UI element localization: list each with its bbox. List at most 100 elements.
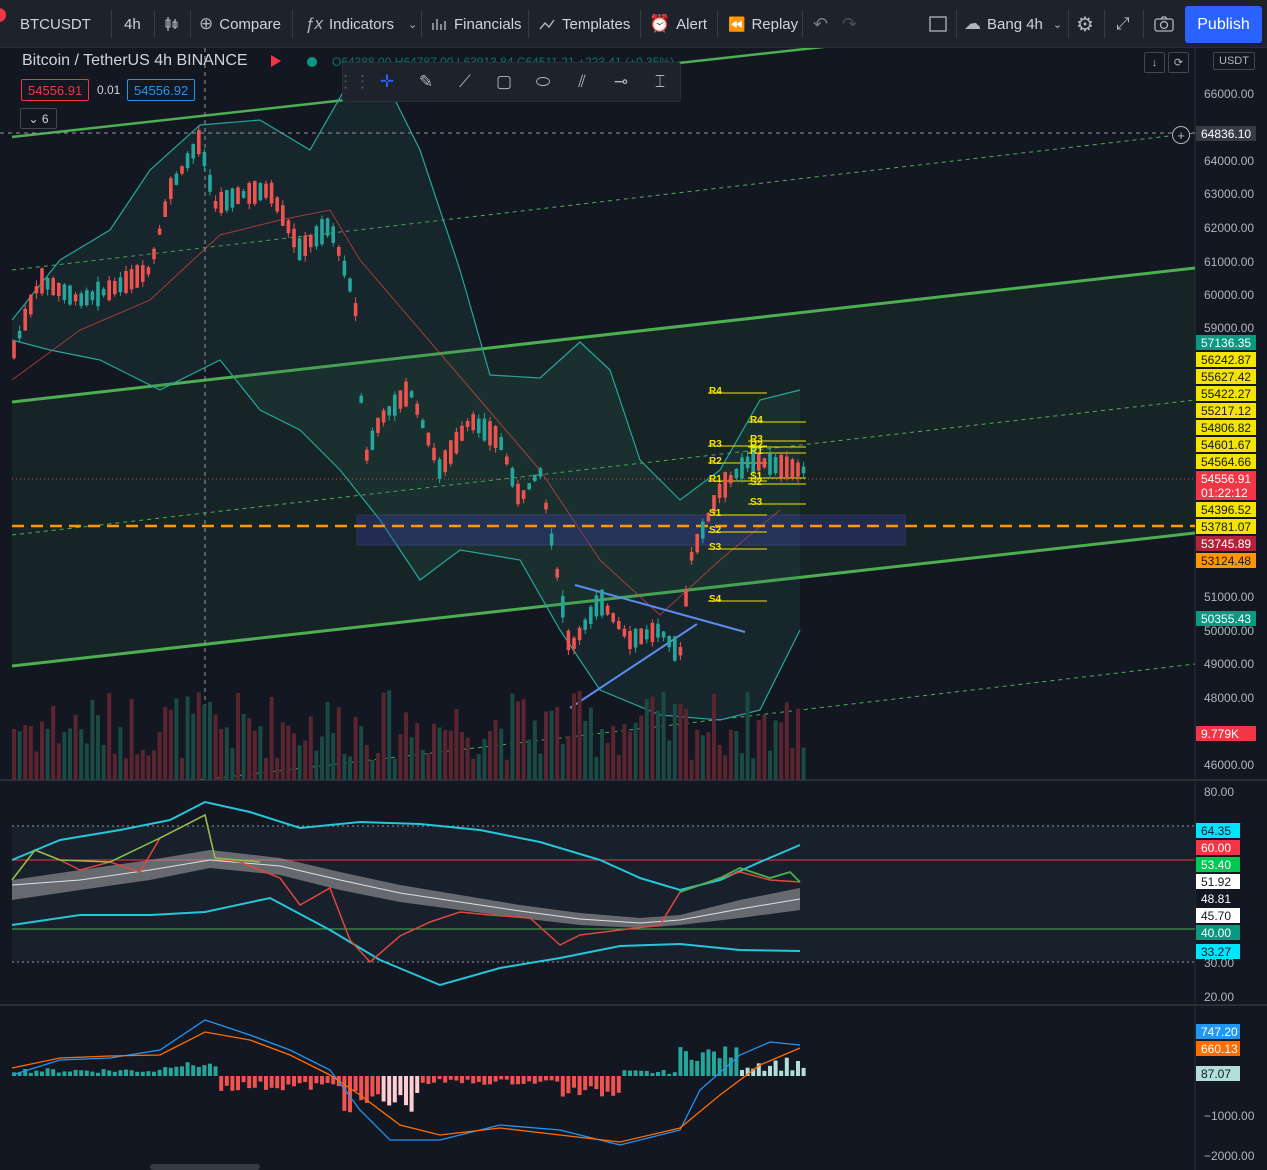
flag-icon[interactable] bbox=[271, 55, 281, 67]
financials-button[interactable]: Financials bbox=[430, 0, 522, 48]
replay-button[interactable]: ⏪ Replay bbox=[728, 0, 798, 48]
alert-button[interactable]: ⏰ Alert bbox=[649, 0, 707, 48]
volume-bar bbox=[208, 701, 212, 780]
layout-selector[interactable]: ☁ Bang 4h ⌄ bbox=[964, 0, 1062, 48]
volume-bar bbox=[28, 725, 33, 780]
volume-bar bbox=[202, 704, 207, 780]
rsi-axis-label: 20.00 bbox=[1204, 990, 1235, 1004]
auto-scale-button[interactable]: ⟳ bbox=[1168, 52, 1189, 73]
macd-histogram-bar bbox=[152, 1071, 156, 1076]
square-icon bbox=[929, 16, 947, 32]
candle-body bbox=[365, 449, 369, 461]
volume-bar bbox=[236, 692, 240, 780]
candle-body bbox=[297, 238, 302, 261]
volume-bar bbox=[359, 726, 364, 780]
horizontal-line-tool-icon[interactable]: ⊸ bbox=[613, 72, 629, 91]
rsi-tag: 53.40 bbox=[1196, 857, 1240, 872]
chart-type-button[interactable] bbox=[163, 0, 181, 48]
price-axis-label: 66000.00 bbox=[1204, 87, 1255, 101]
volume-bar bbox=[723, 755, 728, 780]
macd-histogram-bar bbox=[28, 1072, 33, 1076]
drag-handle-icon[interactable]: ⋮⋮ bbox=[337, 72, 371, 91]
volume-bar bbox=[510, 693, 515, 780]
volume-bar bbox=[762, 715, 767, 780]
volume-bar bbox=[583, 720, 588, 780]
macd-histogram-bar bbox=[689, 1059, 694, 1076]
volume-bar bbox=[168, 709, 173, 780]
macd-histogram-bar bbox=[448, 1076, 453, 1080]
horizontal-scrollbar[interactable] bbox=[150, 1164, 260, 1170]
volume-bar bbox=[112, 753, 117, 780]
volume-bar bbox=[443, 729, 448, 780]
volume-bar bbox=[180, 757, 184, 780]
measure-tool-icon[interactable]: ⌶ bbox=[654, 72, 666, 91]
trend-line-tool-icon[interactable]: ⟋ bbox=[459, 72, 471, 91]
publish-button[interactable]: Publish bbox=[1185, 6, 1262, 43]
indicators-button[interactable]: ƒx Indicators ⌄ bbox=[305, 0, 417, 48]
indicators-collapse-button[interactable]: ⌄ 6 bbox=[20, 108, 57, 129]
macd-histogram-bar bbox=[594, 1076, 599, 1090]
macd-histogram-bar bbox=[499, 1076, 504, 1080]
pivot-label: R1 bbox=[750, 446, 763, 457]
volume-bar bbox=[695, 729, 700, 780]
brush-tool-icon[interactable]: ✎ bbox=[418, 72, 434, 91]
settings-button[interactable]: ⚙ bbox=[1076, 0, 1094, 48]
crosshair-tool-icon[interactable]: ✛ bbox=[379, 72, 395, 91]
fullscreen-layout-button[interactable] bbox=[928, 0, 948, 48]
volume-bar bbox=[45, 728, 50, 780]
candle-body bbox=[521, 490, 526, 499]
macd-histogram-bar bbox=[756, 1063, 761, 1076]
parallel-channel-tool-icon[interactable]: ⫽ bbox=[578, 72, 586, 91]
redo-button[interactable]: ↷ bbox=[842, 0, 857, 48]
symbol-search[interactable]: BTCUSDT bbox=[20, 15, 91, 33]
financials-label: Financials bbox=[454, 15, 522, 33]
snapshot-button[interactable] bbox=[1153, 0, 1175, 48]
candle-body bbox=[113, 281, 117, 295]
candle-body bbox=[757, 452, 761, 471]
candle-body bbox=[96, 281, 100, 307]
chart-canvas[interactable] bbox=[0, 48, 1267, 1170]
volume-bar bbox=[73, 714, 78, 780]
candle-body bbox=[745, 456, 750, 469]
candle-body bbox=[538, 468, 543, 477]
sell-price-box[interactable]: 54556.91 bbox=[21, 79, 90, 101]
interval-button[interactable]: 4h bbox=[124, 15, 141, 33]
buy-price-box[interactable]: 54556.92 bbox=[127, 79, 196, 101]
candle-body bbox=[790, 459, 795, 478]
macd-histogram-bar bbox=[633, 1070, 638, 1076]
volume-bar bbox=[392, 758, 397, 780]
candle-body bbox=[751, 448, 755, 473]
macd-histogram-bar bbox=[224, 1076, 229, 1086]
price-tag: 56242.87 bbox=[1196, 352, 1256, 367]
price-candles bbox=[12, 125, 806, 662]
macd-histogram-bar bbox=[801, 1067, 806, 1076]
macd-histogram-bar bbox=[392, 1076, 397, 1103]
rectangle-tool-icon[interactable]: ▢ bbox=[495, 72, 513, 91]
macd-histogram-bar bbox=[364, 1076, 369, 1103]
price-tag: 01:22:12 bbox=[1196, 485, 1256, 500]
pivot-label: S3 bbox=[709, 542, 722, 553]
macd-histogram-bar bbox=[521, 1076, 526, 1084]
currency-label[interactable]: USDT bbox=[1213, 52, 1255, 70]
scroll-to-latest-button[interactable]: ↓ bbox=[1144, 52, 1165, 73]
volume-bar bbox=[84, 743, 89, 780]
fullscreen-button[interactable]: ⤢ bbox=[1116, 0, 1130, 48]
pivot-label: S2 bbox=[709, 525, 722, 536]
compare-button[interactable]: ⊕ Compare bbox=[199, 0, 281, 48]
candle-body bbox=[169, 178, 173, 200]
undo-button[interactable]: ↶ bbox=[813, 0, 828, 48]
volume-bar bbox=[566, 736, 571, 780]
symbol-legend-title[interactable]: Bitcoin / TetherUS 4h BINANCE bbox=[22, 52, 248, 69]
templates-button[interactable]: Templates bbox=[538, 0, 630, 48]
candle-body bbox=[381, 410, 386, 423]
add-alert-icon[interactable]: + bbox=[1172, 126, 1190, 144]
candle-body bbox=[135, 265, 139, 288]
indicator-count: 6 bbox=[41, 111, 49, 126]
ellipse-tool-icon[interactable]: ⬭ bbox=[535, 72, 551, 91]
macd-histogram-bar bbox=[146, 1071, 151, 1076]
price-tag: 53745.89 bbox=[1196, 536, 1256, 551]
macd-histogram-bar bbox=[241, 1076, 246, 1083]
macd-histogram-bar bbox=[303, 1076, 308, 1083]
volume-bar bbox=[12, 728, 16, 780]
volume-bar bbox=[404, 712, 408, 780]
